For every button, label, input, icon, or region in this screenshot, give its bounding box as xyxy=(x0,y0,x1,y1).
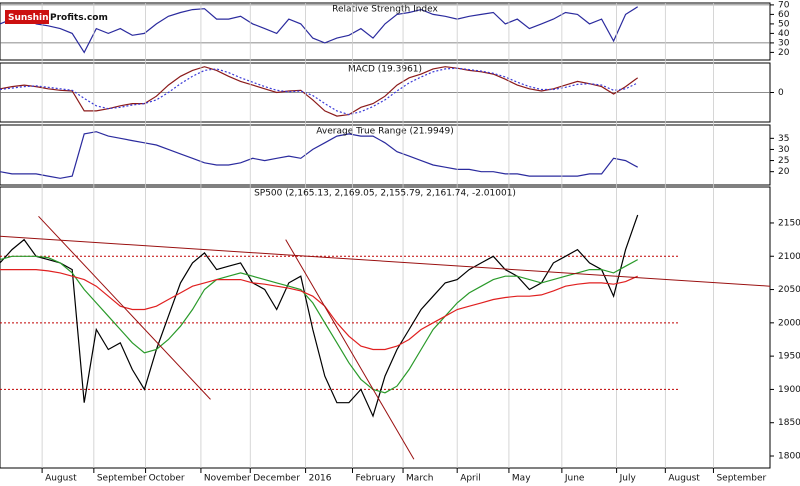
y-tick-label: 1900 xyxy=(778,385,800,395)
panel-title: MACD (19.3961) xyxy=(348,65,422,75)
logo-brand: Sunshine xyxy=(8,13,55,23)
y-tick-label: 25 xyxy=(778,156,789,166)
x-tick-label: August xyxy=(45,474,77,484)
y-tick-label: 20 xyxy=(778,167,790,177)
x-tick-label: December xyxy=(253,474,300,484)
x-tick-label: April xyxy=(460,474,481,484)
series-line xyxy=(0,131,638,179)
x-tick-label: May xyxy=(512,474,531,484)
x-tick-label: November xyxy=(204,474,251,484)
y-tick-label: 1800 xyxy=(778,452,800,462)
x-tick-label: March xyxy=(406,474,433,484)
series-line xyxy=(0,214,639,418)
series-line xyxy=(0,66,639,117)
series-line xyxy=(0,269,638,351)
y-tick-label: 50 xyxy=(778,19,790,29)
x-tick-label: June xyxy=(564,474,585,484)
y-tick-label: 20 xyxy=(778,48,790,58)
y-tick-label: 2100 xyxy=(778,252,800,262)
y-tick-label: 30 xyxy=(778,38,790,48)
logo-box xyxy=(5,10,49,24)
y-tick-label: 60 xyxy=(778,10,790,20)
panel-title: SP500 (2,165.13, 2,169.05, 2,155.79, 2,1… xyxy=(254,189,516,199)
x-tick-label: February xyxy=(356,474,397,484)
panel-frame xyxy=(0,124,771,186)
x-tick-label: October xyxy=(149,474,185,484)
trend-line xyxy=(38,215,211,400)
y-tick-label: 1850 xyxy=(778,418,800,428)
trend-line xyxy=(0,235,771,287)
trend-line xyxy=(285,239,415,460)
y-tick-label: 2150 xyxy=(778,218,800,228)
series-line xyxy=(0,6,639,54)
panel-frame xyxy=(0,2,771,61)
x-tick-label: September xyxy=(716,474,766,484)
x-tick-label: July xyxy=(619,474,637,484)
logo: Sunshine Profits.com xyxy=(5,10,108,24)
y-tick-label: 70 xyxy=(778,0,790,10)
y-tick-label: 1950 xyxy=(778,352,800,362)
x-tick-label: 2016 xyxy=(309,474,332,484)
y-tick-label: 40 xyxy=(778,29,790,39)
logo-rest: Profits.com xyxy=(50,13,108,23)
y-tick-label: 30 xyxy=(778,145,790,155)
panel-title: Relative Strength Index xyxy=(332,5,438,15)
y-tick-label: 2050 xyxy=(778,285,800,295)
y-tick-label: 35 xyxy=(778,134,789,144)
x-tick-label: August xyxy=(668,474,700,484)
panel-frame xyxy=(0,186,771,469)
y-tick-label: 2000 xyxy=(778,318,800,328)
series-line xyxy=(0,255,638,394)
x-tick-label: September xyxy=(97,474,147,484)
panel-title: Average True Range (21.9949) xyxy=(316,127,453,137)
y-tick-label: 0 xyxy=(778,88,784,98)
